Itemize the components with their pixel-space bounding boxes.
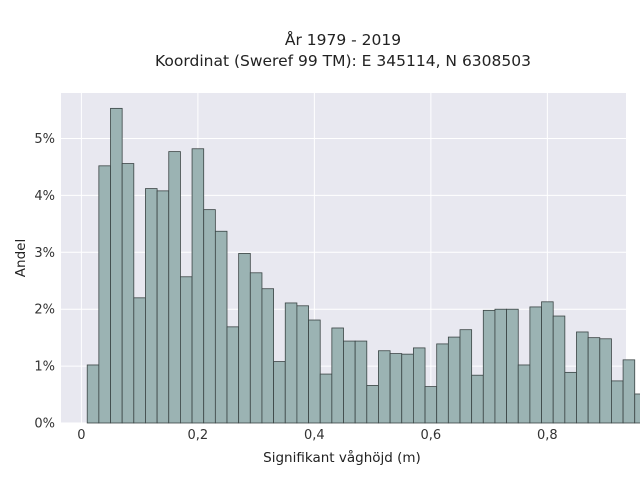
- x-tick-label: 0,6: [421, 428, 442, 443]
- histogram-bar: [482, 309, 496, 424]
- y-axis-ticks: 0% 1% 2% 3% 4% 5%: [34, 132, 55, 431]
- histogram-bar: [249, 272, 263, 424]
- histogram-bar: [319, 373, 333, 424]
- histogram-bar: [599, 338, 612, 424]
- histogram-bar: [226, 326, 240, 424]
- histogram-bar: [354, 340, 368, 424]
- histogram-bar: [634, 393, 640, 424]
- histogram-bar: [436, 343, 449, 424]
- histogram-bar: [622, 359, 636, 424]
- histogram-bar: [238, 253, 251, 424]
- histogram-bar: [401, 353, 414, 424]
- histogram-bar: [552, 315, 566, 424]
- x-tick-label: 0: [77, 428, 85, 443]
- histogram-bar: [214, 230, 228, 424]
- histogram-bar: [86, 364, 100, 424]
- histogram-bar: [517, 364, 531, 424]
- histogram-bar: [378, 350, 391, 424]
- histogram-bar: [110, 107, 123, 424]
- y-tick-label: 4%: [34, 189, 55, 204]
- histogram-bar: [424, 386, 438, 424]
- y-tick-label: 1%: [34, 360, 55, 375]
- histogram-bar: [611, 380, 624, 424]
- histogram-bar: [412, 347, 426, 424]
- histogram-bar: [564, 371, 577, 424]
- histogram-bar: [389, 353, 403, 424]
- chart-title-line1: År 1979 - 2019: [285, 30, 401, 49]
- y-tick-label: 0%: [34, 417, 55, 432]
- x-axis-ticks: 0 0,2 0,4 0,6 0,8: [77, 428, 557, 443]
- y-tick-label: 3%: [34, 246, 55, 261]
- histogram-bar: [296, 305, 309, 424]
- histogram-bar: [471, 374, 484, 424]
- histogram-bar: [261, 288, 275, 424]
- x-tick-label: 0,4: [304, 428, 325, 443]
- histogram-bar: [343, 340, 356, 424]
- histogram-bar: [180, 276, 193, 424]
- histogram-bar: [121, 163, 135, 424]
- histogram-bar: [145, 188, 158, 424]
- histogram-bar: [447, 336, 461, 424]
- y-axis-label: Andel: [13, 239, 29, 277]
- histogram-bar: [366, 385, 379, 424]
- histogram-bar: [308, 319, 321, 424]
- histogram-bar: [284, 302, 298, 424]
- histogram-bar: [191, 148, 205, 424]
- chart-title-line2: Koordinat (Sweref 99 TM): E 345114, N 63…: [155, 52, 531, 70]
- histogram-bar: [156, 190, 170, 424]
- histogram-bar: [273, 361, 286, 424]
- x-tick-label: 0,8: [537, 428, 558, 443]
- histogram-bar: [494, 308, 507, 424]
- histogram-bar: [587, 337, 601, 424]
- histogram-bars: [86, 107, 640, 424]
- x-tick-label: 0,2: [188, 428, 209, 443]
- histogram-bar: [576, 331, 589, 424]
- histogram-bar: [331, 327, 344, 424]
- histogram-bar: [506, 308, 519, 424]
- histogram-bar: [98, 165, 111, 424]
- histogram-bar: [459, 329, 473, 424]
- x-axis-label: Signifikant våghöjd (m): [263, 449, 421, 466]
- histogram-bar: [168, 151, 181, 424]
- histogram-bar: [529, 306, 542, 424]
- y-tick-label: 5%: [34, 132, 55, 147]
- histogram-bar: [541, 301, 554, 424]
- y-tick-label: 2%: [34, 303, 55, 318]
- histogram-bar: [203, 209, 216, 424]
- histogram-bar: [133, 297, 146, 424]
